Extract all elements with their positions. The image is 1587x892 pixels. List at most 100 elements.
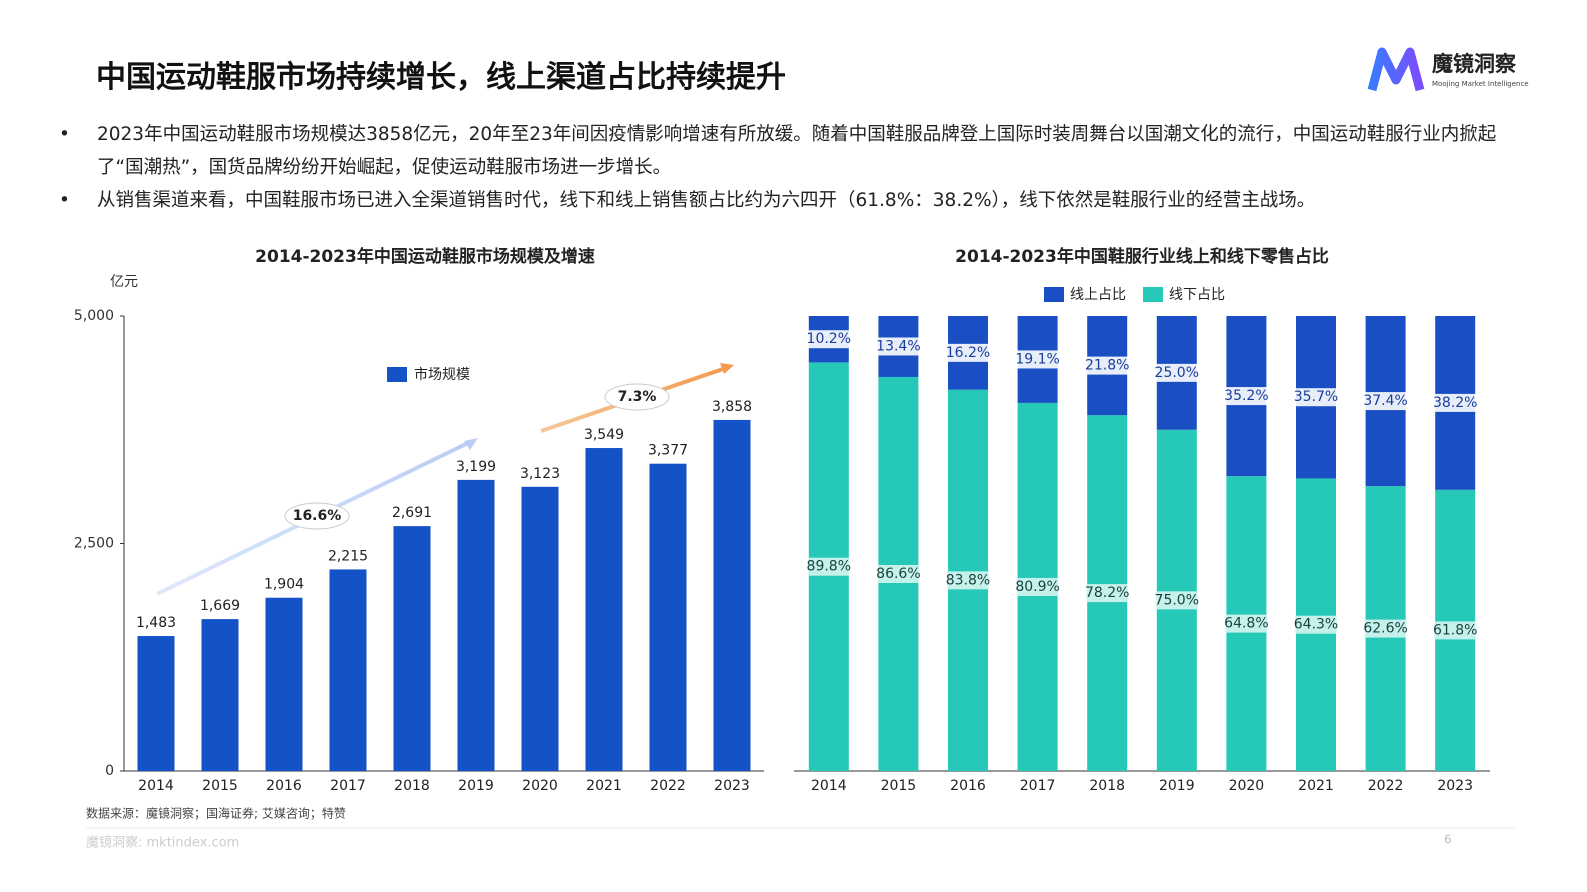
- value-label: 64.8%: [1224, 616, 1268, 632]
- label-box: [947, 571, 989, 590]
- logo-text: 魔镜洞察: [1432, 52, 1517, 76]
- x-tick-label: 2014: [138, 778, 174, 794]
- legend-swatch: [1044, 287, 1064, 302]
- value-label: 83.8%: [946, 572, 990, 588]
- value-label: 61.8%: [1433, 622, 1477, 638]
- annotation: 16.6%: [293, 508, 342, 524]
- value-label: 3,199: [456, 459, 496, 475]
- value-label: 35.2%: [1224, 388, 1268, 404]
- x-tick-label: 2022: [1368, 778, 1404, 794]
- value-label: 89.8%: [807, 559, 851, 575]
- value-label: 3,858: [712, 399, 752, 415]
- label-box: [877, 337, 920, 356]
- label-box: [1225, 614, 1268, 633]
- bullet: • 从销售渠道来看，中国鞋服市场已进入全渠道销售时代，线下和线上销售额占比约为六四…: [59, 190, 1316, 211]
- x-tick-label: 2017: [1020, 778, 1056, 794]
- label-box: [807, 557, 850, 576]
- logo-mark: [1367, 47, 1425, 92]
- x-tick-label: 2020: [1229, 778, 1265, 794]
- annotation-bubble: [284, 502, 350, 530]
- label-box: [1155, 363, 1198, 382]
- bullet-text: 2023年中国运动鞋服市场规模达3858亿元，20年至23年间因疫情影响增速有所…: [97, 124, 1497, 178]
- bar: [329, 569, 367, 771]
- value-label: 2,215: [328, 548, 368, 564]
- label-box: [1295, 615, 1337, 634]
- label-box: [1434, 393, 1477, 412]
- x-tick-label: 2015: [881, 778, 917, 794]
- value-label: 35.7%: [1294, 389, 1338, 405]
- value-label: 16.2%: [946, 345, 990, 361]
- y-axis-label: 亿元: [110, 274, 138, 290]
- label-box: [1225, 387, 1268, 406]
- bar: [201, 619, 239, 771]
- x-tick-label: 2023: [1437, 778, 1473, 794]
- value-label: 1,669: [200, 598, 240, 614]
- legend-label: 线上占比: [1070, 287, 1126, 303]
- x-tick-label: 2021: [1298, 778, 1334, 794]
- bar: [393, 526, 431, 771]
- x-tick-label: 2016: [266, 778, 302, 794]
- bar: [137, 636, 175, 771]
- label-box: [1364, 392, 1407, 411]
- bar: [649, 463, 687, 771]
- logo-subtitle: Moojing Market Intelligence: [1432, 80, 1529, 88]
- value-label: 1,904: [264, 577, 304, 593]
- bullet-text: 从销售渠道来看，中国鞋服市场已进入全渠道销售时代，线下和线上销售额占比约为六四开…: [97, 190, 1316, 211]
- footer: 魔镜洞察: mktindex.com: [86, 836, 239, 851]
- chart-title: 2014-2023年中国鞋服行业线上和线下零售占比: [955, 246, 1329, 267]
- value-label: 25.0%: [1155, 365, 1199, 381]
- value-label: 3,377: [648, 443, 688, 459]
- label-box: [1016, 577, 1059, 596]
- label-box: [1295, 388, 1337, 407]
- y-tick-label: 2,500: [74, 536, 114, 552]
- x-tick-label: 2021: [586, 778, 622, 794]
- x-tick-label: 2018: [1089, 778, 1125, 794]
- x-tick-label: 2017: [330, 778, 366, 794]
- label-box: [1086, 356, 1129, 375]
- legend-swatch: [387, 367, 407, 382]
- bar: [713, 419, 751, 771]
- legend-swatch: [1143, 287, 1163, 302]
- x-tick-label: 2014: [811, 778, 847, 794]
- value-label: 38.2%: [1433, 395, 1477, 411]
- value-label: 86.6%: [876, 566, 920, 582]
- bar: [457, 479, 495, 771]
- bullet: • 2023年中国运动鞋服市场规模达3858亿元，20年至23年间因疫情影响增速有…: [59, 124, 1497, 178]
- arrow-head: [720, 363, 734, 374]
- label-box: [1016, 350, 1059, 369]
- legend-label: 市场规模: [414, 366, 470, 383]
- value-label: 80.9%: [1015, 579, 1059, 595]
- value-label: 62.6%: [1363, 621, 1407, 637]
- slide-title: 中国运动鞋服市场持续增长，线上渠道占比持续提升: [96, 60, 786, 95]
- value-label: 64.3%: [1294, 617, 1338, 633]
- value-label: 37.4%: [1363, 393, 1407, 409]
- y-tick-label: 5,000: [74, 308, 114, 324]
- y-tick-label: 0: [105, 763, 114, 779]
- label-box: [1434, 621, 1477, 640]
- chart-title: 2014-2023年中国运动鞋服市场规模及增速: [255, 246, 595, 267]
- label-box: [1086, 584, 1129, 603]
- annotation: 7.3%: [618, 389, 657, 405]
- value-label: 78.2%: [1085, 585, 1129, 601]
- page-number: 6: [1444, 833, 1452, 847]
- value-label: 1,483: [136, 615, 176, 631]
- x-tick-label: 2016: [950, 778, 986, 794]
- value-label: 10.2%: [807, 331, 851, 347]
- x-tick-label: 2020: [522, 778, 558, 794]
- x-tick-label: 2018: [394, 778, 430, 794]
- value-label: 75.0%: [1155, 592, 1199, 608]
- value-label: 19.1%: [1015, 351, 1059, 367]
- value-label: 21.8%: [1085, 358, 1129, 374]
- value-label: 13.4%: [876, 338, 920, 354]
- source: 数据来源：魔镜洞察；国海证券; 艾媒咨询；特赞: [86, 806, 346, 821]
- bar: [265, 597, 303, 771]
- legend-label: 线下占比: [1169, 287, 1225, 303]
- x-tick-label: 2019: [1159, 778, 1195, 794]
- x-tick-label: 2019: [458, 778, 494, 794]
- label-box: [1364, 619, 1407, 638]
- label-box: [947, 343, 989, 362]
- bar: [521, 486, 559, 771]
- x-tick-label: 2023: [714, 778, 750, 794]
